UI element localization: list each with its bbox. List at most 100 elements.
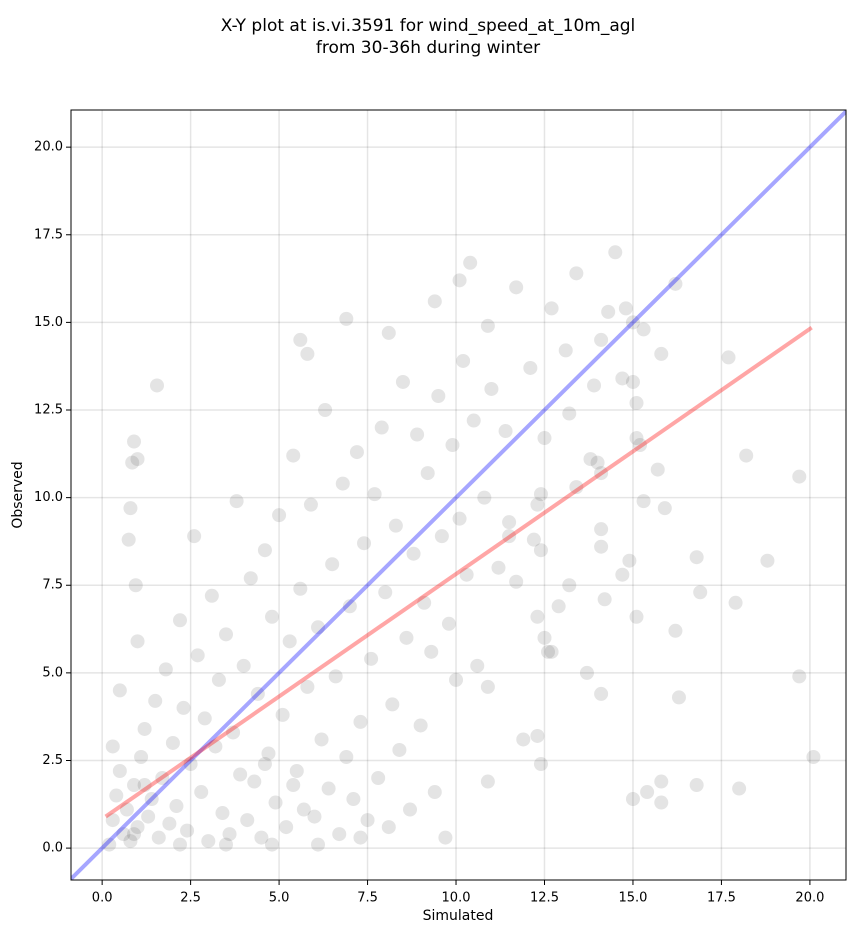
point <box>533 487 548 502</box>
point <box>668 276 683 291</box>
point <box>530 497 545 512</box>
x-tick-label: 10.0 <box>442 891 471 906</box>
point <box>307 809 322 824</box>
point <box>431 388 446 403</box>
point <box>590 455 605 470</box>
point <box>279 820 294 835</box>
point <box>314 732 329 747</box>
point <box>420 466 435 481</box>
point <box>128 578 143 593</box>
point <box>119 802 134 817</box>
point <box>311 620 326 635</box>
point <box>491 560 506 575</box>
x-tick-label: 17.5 <box>707 891 736 906</box>
y-tick-label: 15.0 <box>34 315 63 330</box>
point <box>349 445 364 460</box>
point <box>321 781 336 796</box>
point <box>151 830 166 845</box>
point <box>211 672 226 687</box>
point <box>636 494 651 509</box>
point <box>477 490 492 505</box>
point <box>441 616 456 631</box>
point <box>126 434 141 449</box>
point <box>121 532 136 547</box>
point <box>569 266 584 281</box>
point <box>257 543 272 558</box>
point <box>601 304 616 319</box>
point <box>289 764 304 779</box>
point <box>339 749 354 764</box>
point <box>126 778 141 793</box>
fit-line <box>104 326 813 819</box>
point <box>537 431 552 446</box>
point <box>367 487 382 502</box>
point <box>530 609 545 624</box>
point <box>530 728 545 743</box>
point <box>282 634 297 649</box>
point <box>190 648 205 663</box>
point <box>353 714 368 729</box>
point <box>364 651 379 666</box>
point <box>583 452 598 467</box>
point <box>689 550 704 565</box>
point <box>272 508 287 523</box>
point <box>123 501 138 516</box>
chart-title: X-Y plot at is.vi.3591 for wind_speed_at… <box>221 16 636 36</box>
point <box>470 658 485 673</box>
point <box>275 707 290 722</box>
point <box>311 837 326 852</box>
x-axis-label: Simulated <box>423 908 494 924</box>
point <box>226 725 241 740</box>
point <box>293 332 308 347</box>
point <box>261 746 276 761</box>
point <box>183 756 198 771</box>
point <box>201 834 216 849</box>
point <box>116 827 131 842</box>
point <box>509 574 524 589</box>
point <box>438 830 453 845</box>
point <box>452 511 467 526</box>
point <box>222 827 237 842</box>
point <box>194 785 209 800</box>
point <box>594 539 609 554</box>
point <box>721 350 736 365</box>
point <box>374 420 389 435</box>
point <box>449 672 464 687</box>
point <box>806 749 821 764</box>
point <box>112 683 127 698</box>
y-axis-label: Observed <box>10 461 26 528</box>
point <box>629 431 644 446</box>
point <box>498 424 513 439</box>
point <box>169 799 184 814</box>
point <box>625 792 640 807</box>
point <box>371 771 386 786</box>
point <box>597 592 612 607</box>
point <box>392 742 407 757</box>
point <box>229 494 244 509</box>
x-tick-label: 5.0 <box>269 891 290 906</box>
point <box>625 315 640 330</box>
point <box>760 553 775 568</box>
point <box>395 374 410 389</box>
point <box>176 700 191 715</box>
point <box>112 764 127 779</box>
point <box>325 557 340 572</box>
point <box>144 792 159 807</box>
point <box>172 837 187 852</box>
point <box>569 480 584 495</box>
point <box>303 497 318 512</box>
point <box>480 679 495 694</box>
point <box>516 732 531 747</box>
y-tick-label: 17.5 <box>34 227 63 242</box>
point <box>693 585 708 600</box>
point <box>502 515 517 530</box>
point <box>615 567 630 582</box>
point <box>342 599 357 614</box>
point <box>130 820 145 835</box>
point <box>204 588 219 603</box>
point <box>126 827 141 842</box>
x-tick-label: 2.5 <box>180 891 201 906</box>
point <box>233 767 248 782</box>
point <box>594 686 609 701</box>
